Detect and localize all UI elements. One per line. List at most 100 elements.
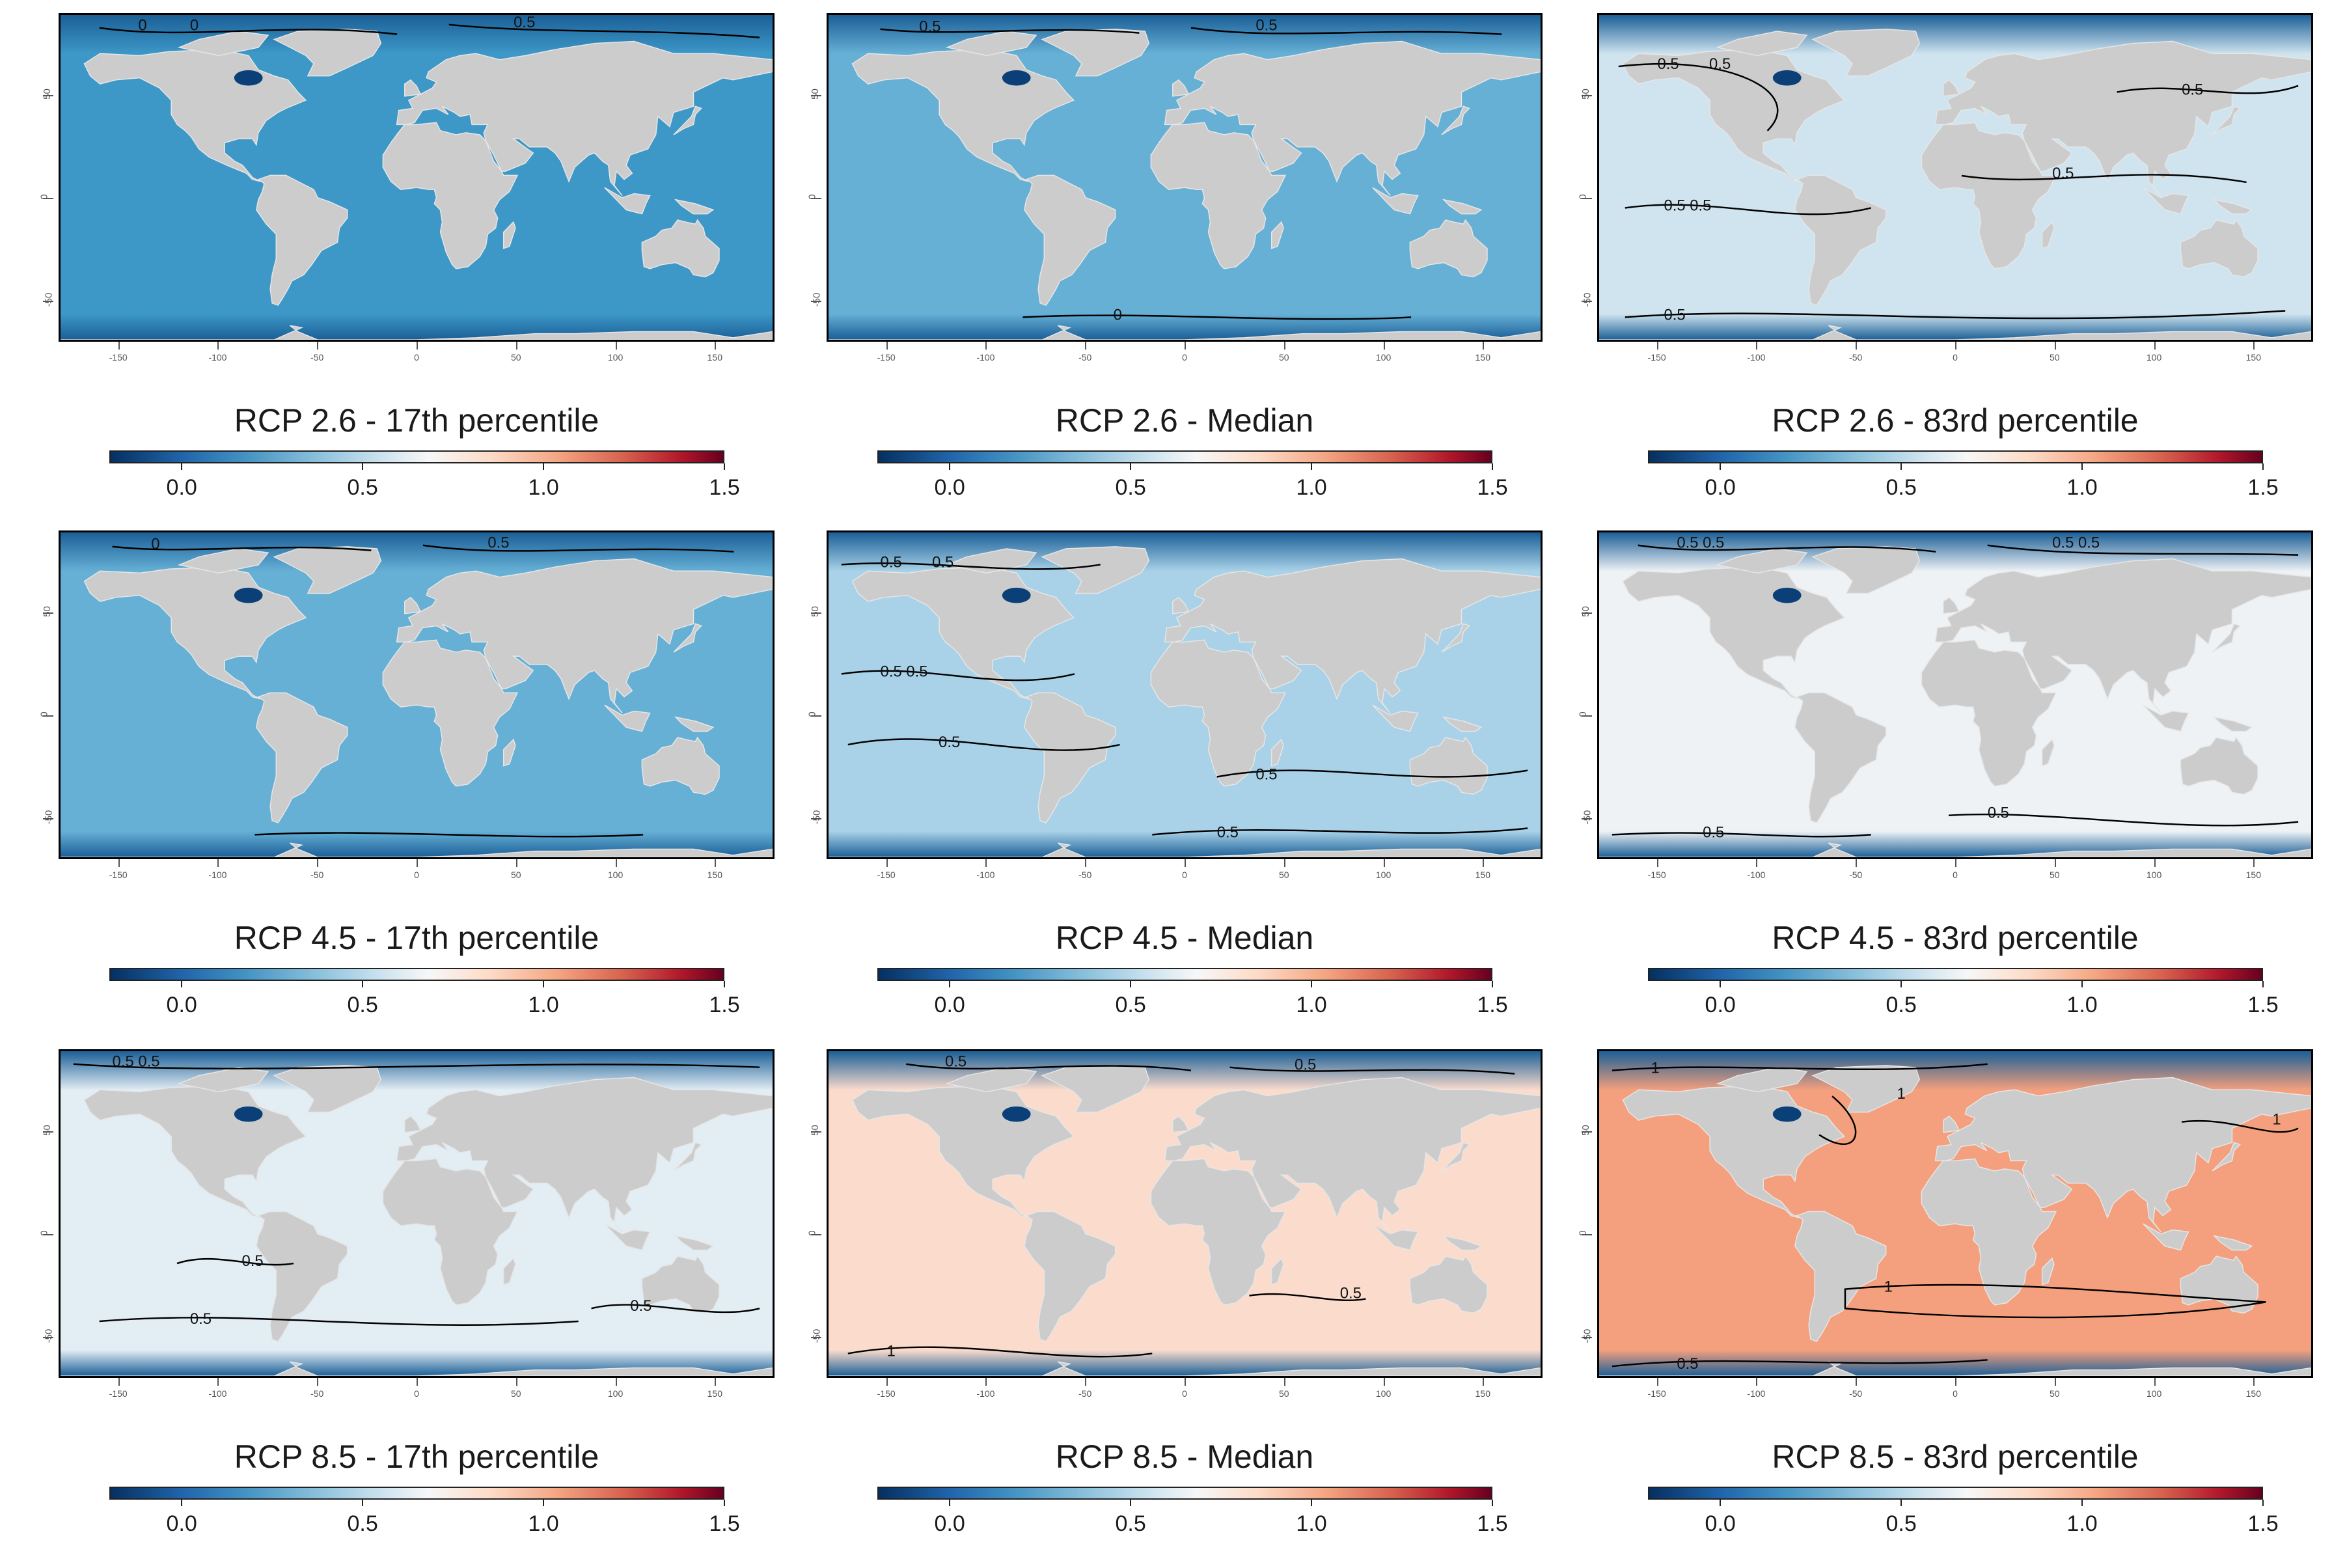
x-axis-tick <box>515 859 517 867</box>
colorbar-tick <box>1720 1500 1722 1506</box>
x-axis-tick <box>1483 1378 1485 1386</box>
land-mass <box>1599 1361 2311 1376</box>
x-axis-tick <box>1185 859 1186 867</box>
map-svg: 0 0.5 <box>61 532 773 857</box>
contour-label: 0.5 <box>1709 55 1731 73</box>
y-axis-tick <box>1582 95 1592 97</box>
land-mass <box>382 122 519 269</box>
x-axis-tick <box>417 859 418 867</box>
contour-line <box>1190 27 1502 35</box>
x-axis-tick-label: 150 <box>707 1388 723 1399</box>
land-mass <box>1599 842 2311 857</box>
x-axis-tick-label: 100 <box>607 352 624 363</box>
contour-line <box>1987 544 2299 556</box>
y-axis-tick-label: 0 <box>38 1230 50 1236</box>
x-axis-tick <box>1955 342 1956 350</box>
x-axis: -150 -100 -50 0 50 100 150 <box>827 1378 1543 1404</box>
colorbar-tick-label: 0.5 <box>1115 475 1146 500</box>
x-axis-tick <box>1283 1378 1285 1386</box>
x-axis-tick-label: -100 <box>976 1388 995 1399</box>
x-axis: -150 -100 -50 0 50 100 150 <box>1597 859 2313 885</box>
contour-label: 0.5 <box>190 1310 212 1328</box>
x-axis-tick-label: 0 <box>1953 352 1958 363</box>
x-axis-tick <box>317 342 319 350</box>
map-panel: 0.5 0.5 0.5 0.5 0.5 50 0 -50 -150 -100 -50 0 50 100 15… <box>13 1049 781 1557</box>
contour-label: 0.5 <box>138 1053 159 1071</box>
y-axis-tick-label: 0 <box>1577 1230 1589 1236</box>
x-axis-tick <box>1656 342 1658 350</box>
contour-line <box>1612 1359 1988 1368</box>
contour-label: 0 <box>190 17 199 34</box>
land-mass <box>604 187 651 215</box>
x-axis-tick <box>1383 1378 1385 1386</box>
y-axis-tick <box>1582 198 1592 200</box>
x-axis-tick-label: 100 <box>1375 1388 1392 1399</box>
x-axis-tick-label: -100 <box>208 870 227 880</box>
x-axis-tick-label: -150 <box>1647 352 1666 363</box>
x-axis-tick-label: 50 <box>510 352 521 363</box>
y-axis-tick <box>811 1131 821 1133</box>
colorbar-tick-label: 0.5 <box>347 1511 378 1536</box>
land-mass <box>2180 736 2258 795</box>
contour-line <box>1948 813 2299 827</box>
x-axis-tick-label: 150 <box>1475 1388 1491 1399</box>
map-plot-area: 0.5 0.5 0.5 0.5 0.5 0.5 0.5 <box>1597 13 2313 342</box>
x-axis-tick <box>2054 859 2056 867</box>
x-axis-tick <box>615 1378 617 1386</box>
land-mass <box>61 325 773 340</box>
map-plot-area: 1 1 1 1 0.5 <box>1597 1049 2313 1378</box>
x-axis-tick-label: 100 <box>1375 352 1392 363</box>
land-mass <box>673 105 702 135</box>
contour-label: 0.5 <box>241 1252 263 1270</box>
x-axis-tick <box>1383 859 1385 867</box>
land-mass <box>1150 1158 1287 1306</box>
x-axis-tick-label: -150 <box>109 1388 128 1399</box>
contour-label: 0.5 <box>2052 165 2074 182</box>
contour-label: 0 <box>151 536 159 553</box>
colorbar <box>109 968 724 981</box>
contour-line <box>847 1346 1153 1358</box>
panel-title: RCP 8.5 - Median <box>1055 1438 1314 1475</box>
land-mass <box>177 1067 269 1093</box>
x-axis-tick <box>615 859 617 867</box>
land-mass <box>1811 1065 1921 1113</box>
contour-label: 0.5 <box>514 15 535 31</box>
contour-line <box>99 1317 579 1326</box>
land-mass <box>1172 79 1190 97</box>
x-axis: -150 -100 -50 0 50 100 150 <box>827 342 1543 368</box>
x-axis: -150 -100 -50 0 50 100 150 <box>827 859 1543 885</box>
colorbar-tick-label: 1.5 <box>709 993 740 1017</box>
x-axis-tick <box>985 342 987 350</box>
contour-line <box>99 27 398 35</box>
colorbar-tick <box>1492 463 1493 470</box>
contour-label: 0.5 <box>630 1297 652 1315</box>
x-axis-tick-label: 0 <box>414 1388 419 1399</box>
x-axis: -150 -100 -50 0 50 100 150 <box>59 859 775 885</box>
y-axis-tick <box>1582 300 1592 302</box>
land-mass <box>2212 1142 2241 1172</box>
contour-label: 0.5 <box>1690 197 1711 214</box>
x-axis-tick <box>217 859 219 867</box>
x-axis-tick-label: 0 <box>1953 1388 1958 1399</box>
colorbar <box>1648 450 2263 463</box>
hudson-bay-patch <box>234 1106 263 1122</box>
x-axis-tick-label: 0 <box>1182 1388 1187 1399</box>
land-mass <box>1934 1077 2311 1233</box>
map-panel: 0.5 0.5 0.5 0.5 0.5 0.5 50 0 -50 -150 -100 -50 0 50 10… <box>1552 530 2320 1038</box>
y-axis-tick-label: -50 <box>43 810 55 825</box>
colorbar-tick-label: 0.0 <box>166 993 197 1017</box>
x-axis-tick <box>1856 859 1858 867</box>
land-mass <box>273 1065 382 1113</box>
y-axis-tick-label: 0 <box>38 711 50 717</box>
x-axis-tick <box>1185 342 1186 350</box>
contour-label: 1 <box>1884 1278 1893 1296</box>
y-axis-tick-label: 0 <box>38 194 50 200</box>
y-axis-tick-label: 50 <box>41 1125 53 1136</box>
x-axis-tick-label: 50 <box>1278 870 1289 880</box>
land-mass <box>1270 1257 1284 1286</box>
x-axis-tick-label: -100 <box>1747 870 1766 880</box>
colorbar-tick-label: 1.0 <box>2066 993 2098 1017</box>
land-mass <box>2180 219 2258 278</box>
hudson-bay-patch <box>1002 587 1031 603</box>
x-axis-tick <box>118 859 120 867</box>
